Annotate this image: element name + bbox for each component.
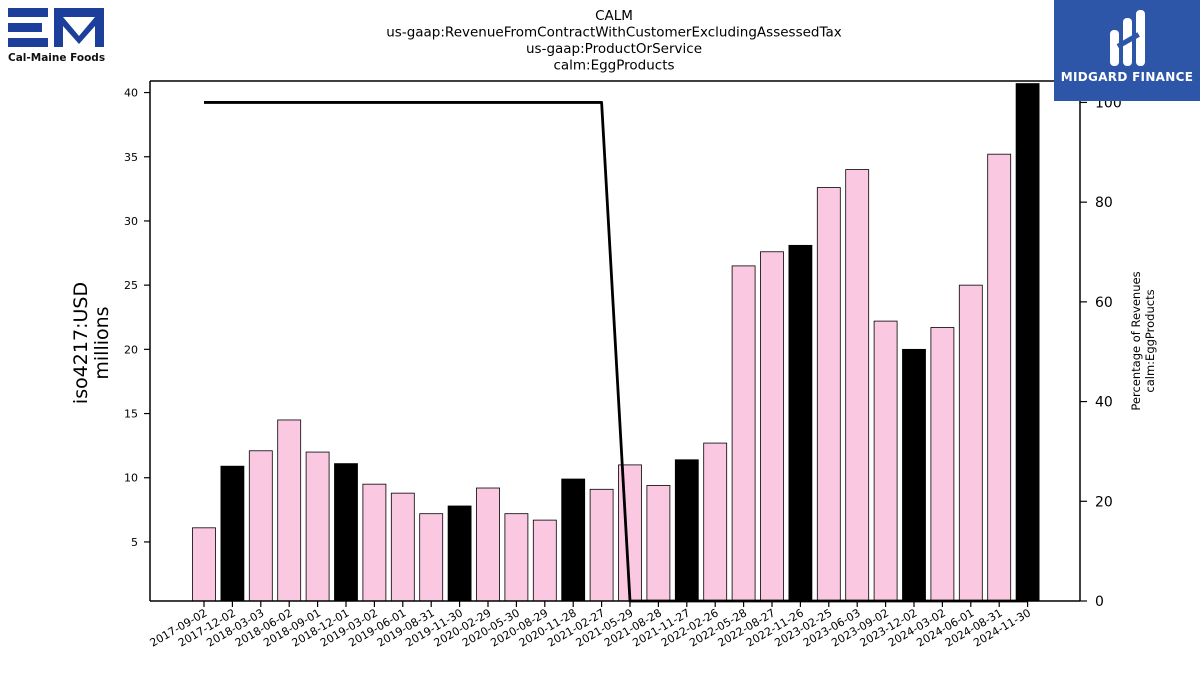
bar bbox=[248, 450, 273, 602]
bar bbox=[902, 348, 926, 602]
bar bbox=[646, 485, 671, 602]
y-tick-label: 40 bbox=[124, 87, 138, 100]
y-tick-label: 30 bbox=[124, 215, 138, 228]
y-tick-label: 35 bbox=[124, 151, 138, 164]
y2-tick-label: 60 bbox=[1095, 295, 1113, 311]
y2-label-line: calm:EggProducts bbox=[1143, 289, 1157, 392]
bar bbox=[674, 459, 699, 602]
title-line: us-gaap:RevenueFromContractWithCustomerE… bbox=[386, 25, 842, 41]
bar bbox=[277, 419, 302, 602]
y-axis-ticks: 5 10 15 20 25 30 35 40 bbox=[124, 87, 150, 549]
bar bbox=[930, 327, 955, 602]
y2-tick-label: 80 bbox=[1095, 195, 1113, 211]
y2-label-line: Percentage of Revenues bbox=[1129, 271, 1143, 410]
cal-maine-name: Cal-Maine Foods bbox=[8, 52, 106, 64]
y-label-line: iso4217:USD bbox=[70, 282, 92, 404]
bar bbox=[760, 251, 784, 602]
y2-tick-label: 0 bbox=[1095, 594, 1104, 610]
bar bbox=[334, 463, 358, 602]
y2-axis-label: Percentage of Revenues calm:EggProducts bbox=[1129, 271, 1157, 410]
bar bbox=[447, 505, 472, 602]
bar bbox=[305, 451, 330, 602]
bar bbox=[788, 244, 813, 602]
y2-tick-label: 40 bbox=[1095, 395, 1113, 411]
title-line: CALM bbox=[595, 8, 633, 24]
midgard-logo: MIDGARD FINANCE bbox=[1054, 0, 1200, 101]
bar bbox=[220, 465, 245, 602]
bar bbox=[504, 513, 529, 602]
y-tick-label: 15 bbox=[124, 408, 138, 421]
bar bbox=[561, 478, 586, 602]
bar bbox=[419, 513, 444, 602]
y-tick-label: 10 bbox=[124, 472, 138, 485]
bar bbox=[532, 519, 557, 602]
y-label-line: millions bbox=[91, 306, 113, 379]
bar bbox=[816, 187, 841, 602]
bars bbox=[192, 83, 1040, 602]
chart-title: CALMus-gaap:RevenueFromContractWithCusto… bbox=[386, 8, 842, 74]
axes bbox=[149, 80, 1081, 602]
bar bbox=[845, 169, 870, 602]
bar bbox=[390, 492, 415, 602]
y2-tick-label: 20 bbox=[1095, 494, 1113, 510]
bar bbox=[192, 527, 216, 602]
midgard-emblem-icon bbox=[1110, 10, 1145, 66]
bar bbox=[873, 320, 898, 602]
bar bbox=[958, 284, 983, 602]
y-tick-label: 25 bbox=[124, 279, 138, 292]
y-tick-label: 5 bbox=[131, 536, 138, 549]
title-line: calm:EggProducts bbox=[553, 58, 674, 74]
bar bbox=[589, 488, 614, 602]
bar bbox=[476, 487, 500, 602]
x-axis-ticks: 2017-09-022017-12-022018-03-032018-06-02… bbox=[148, 601, 1033, 650]
cal-maine-emblem-icon bbox=[8, 8, 104, 47]
bar bbox=[987, 153, 1012, 602]
bar bbox=[1015, 83, 1040, 602]
y-tick-label: 20 bbox=[124, 343, 138, 356]
midgard-name: MIDGARD FINANCE bbox=[1060, 70, 1194, 84]
bar bbox=[362, 483, 387, 602]
bar bbox=[731, 265, 756, 602]
cal-maine-logo: Cal-Maine Foods bbox=[8, 6, 108, 66]
bar bbox=[703, 442, 728, 602]
title-line: us-gaap:ProductOrService bbox=[526, 41, 702, 57]
y-axis-label: iso4217:USD millions bbox=[70, 282, 113, 404]
